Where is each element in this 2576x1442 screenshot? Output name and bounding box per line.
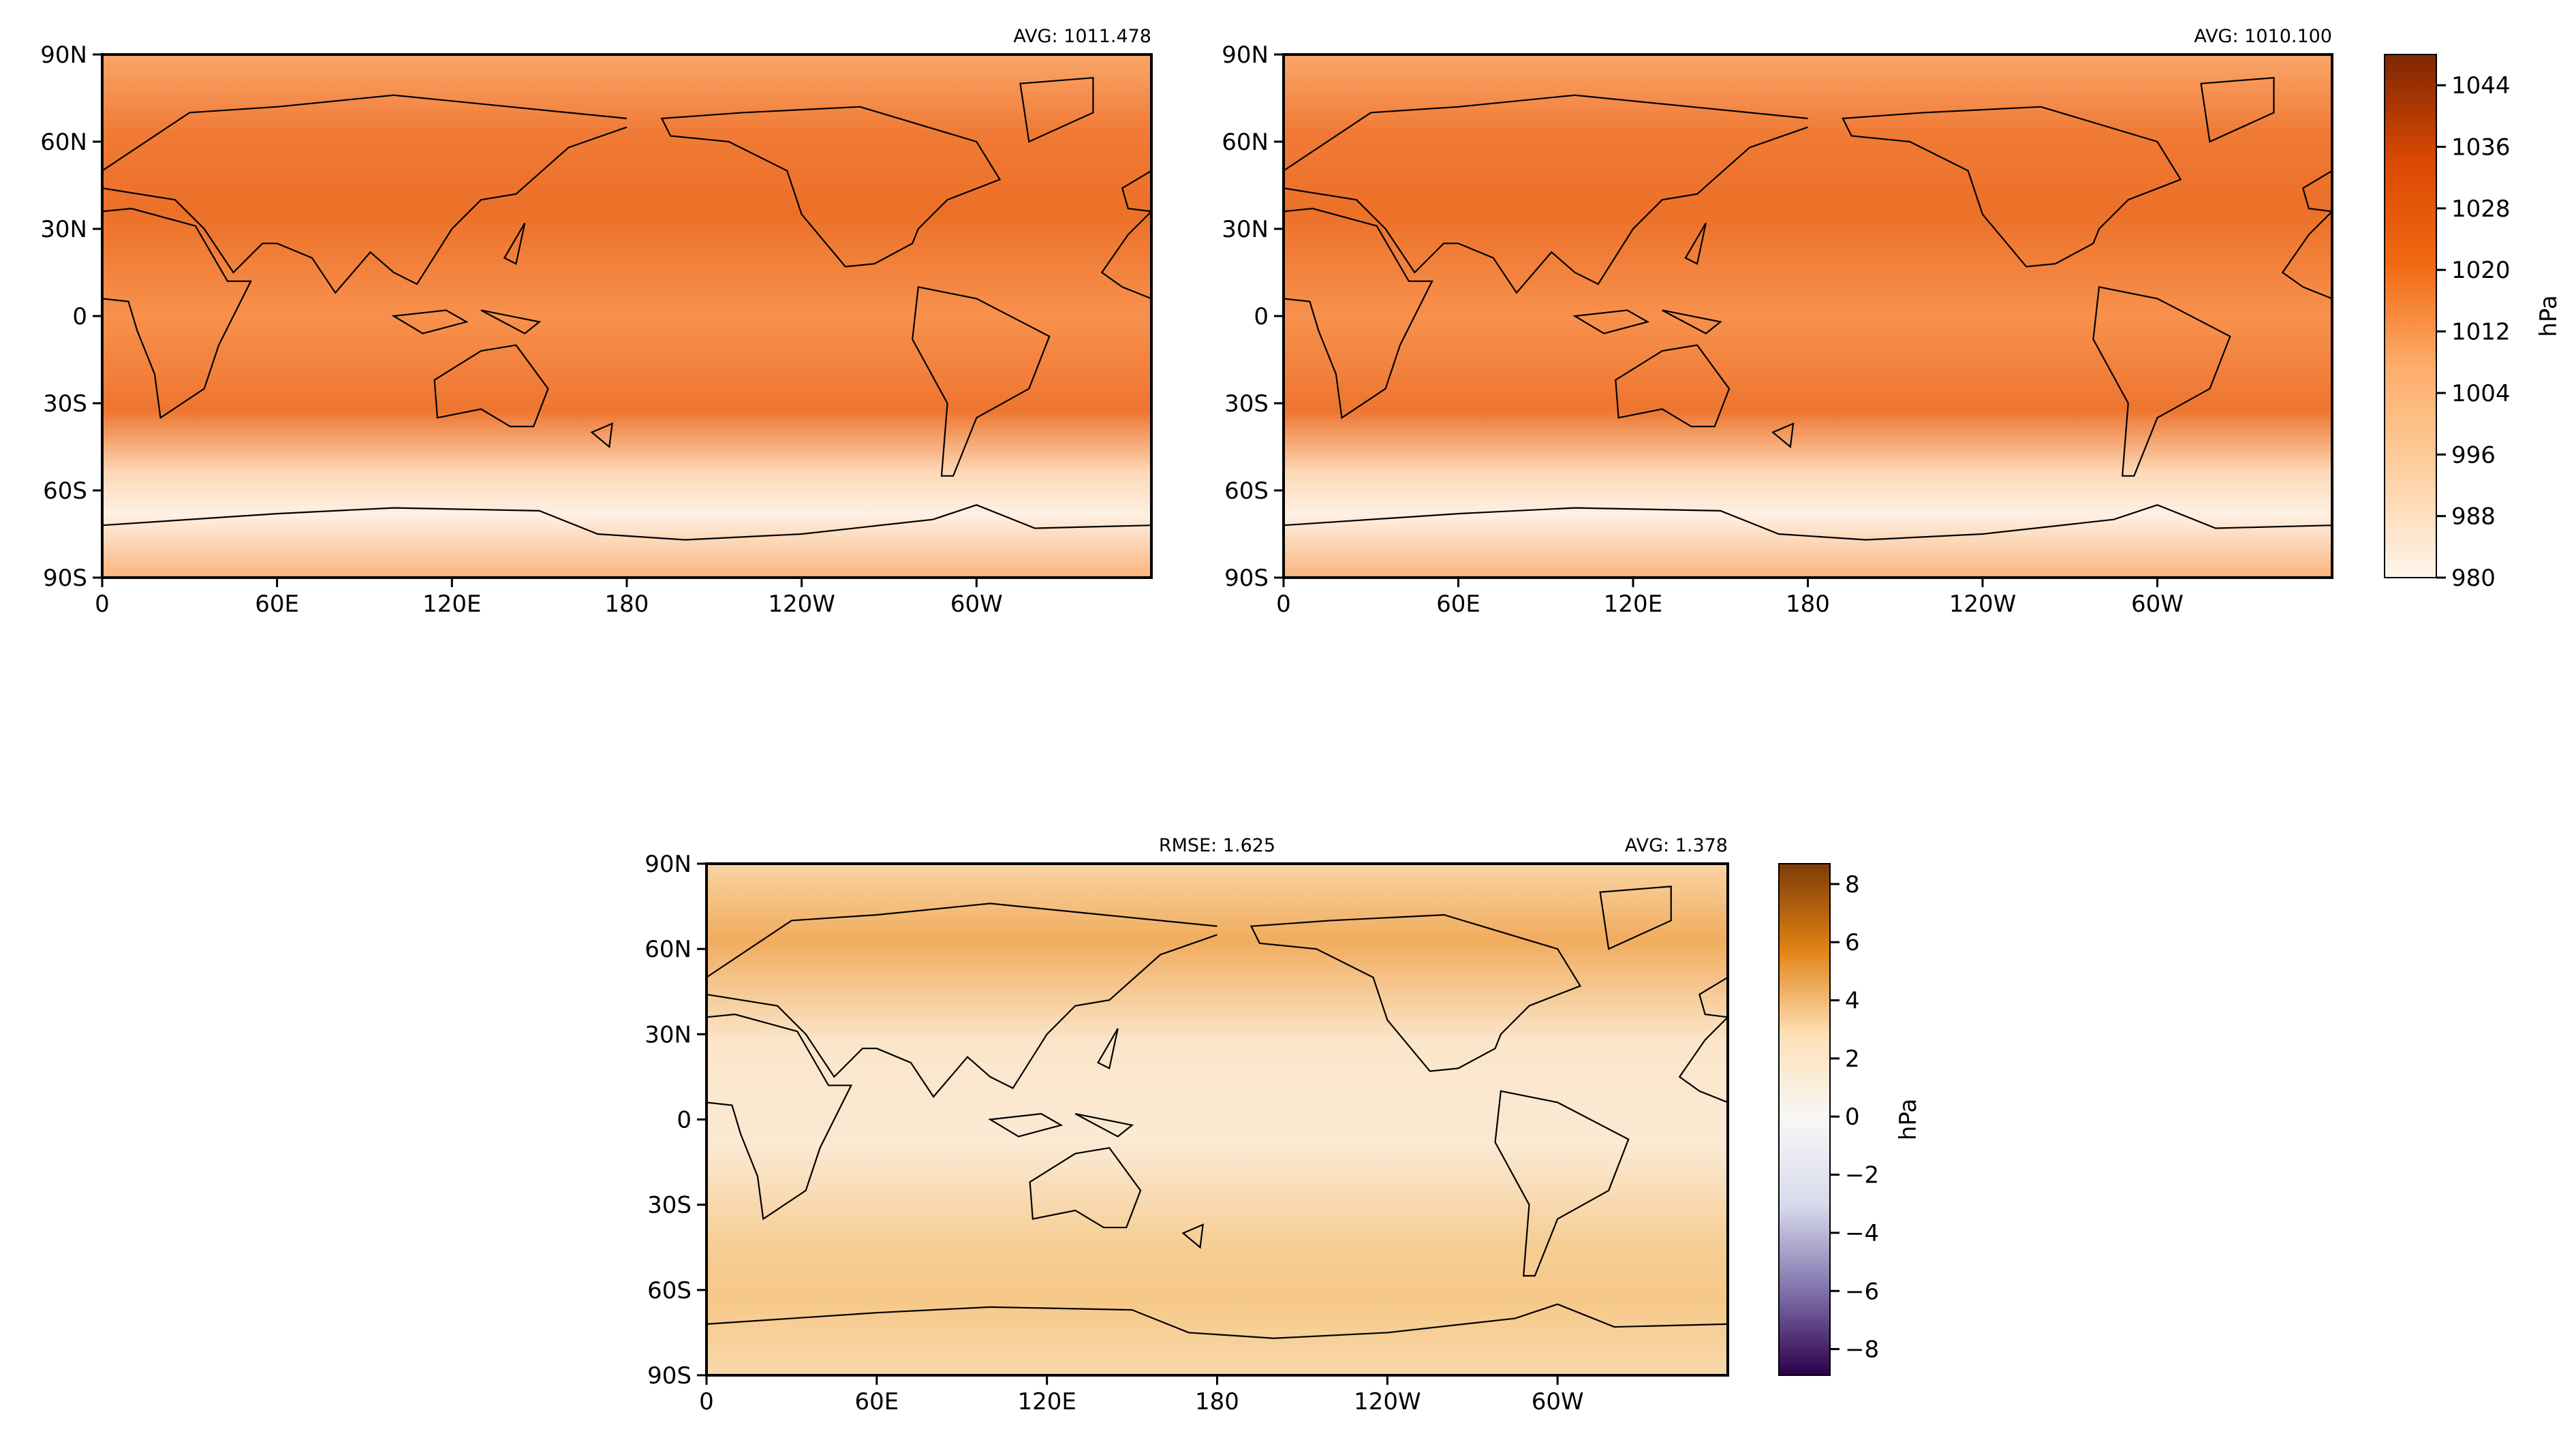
colorbar-tick-label: 988 bbox=[2451, 503, 2496, 531]
x-tick-label: 60W bbox=[1532, 1388, 1584, 1415]
y-tick-label: 90N bbox=[645, 851, 692, 878]
map-field bbox=[1284, 54, 2332, 578]
x-tick-label: 60E bbox=[854, 1388, 899, 1415]
colorbar-label: hPa bbox=[2535, 295, 2562, 336]
colorbar-tick-label: 4 bbox=[1845, 988, 1860, 1015]
colorbar-tick-label: 980 bbox=[2451, 565, 2496, 592]
colorbar-tick-label: −6 bbox=[1845, 1278, 1879, 1305]
annotation: RMSE: 1.625 bbox=[1159, 835, 1275, 856]
annotation: AVG: 1.378 bbox=[1625, 835, 1728, 856]
y-tick-label: 0 bbox=[72, 303, 87, 330]
x-tick-label: 120E bbox=[1017, 1388, 1076, 1415]
x-tick-label: 0 bbox=[1276, 591, 1291, 618]
colorbar-tick-label: 1004 bbox=[2451, 380, 2511, 407]
y-tick-label: 30N bbox=[40, 216, 87, 243]
annotation: AVG: 1010.100 bbox=[2194, 26, 2332, 47]
y-tick-label: 60N bbox=[40, 129, 87, 156]
colorbar-tick-label: 2 bbox=[1845, 1046, 1860, 1073]
y-tick-label: 30N bbox=[1222, 216, 1269, 243]
y-tick-label: 60N bbox=[1222, 129, 1269, 156]
x-tick-label: 120W bbox=[1949, 591, 2017, 618]
x-tick-label: 60W bbox=[2131, 591, 2184, 618]
y-tick-label: 90N bbox=[40, 42, 87, 69]
colorbar-tick-label: 1044 bbox=[2451, 72, 2511, 99]
y-tick-label: 60S bbox=[1224, 477, 1269, 505]
colorbar-tick-label: 1028 bbox=[2451, 195, 2511, 223]
colorbar-label: hPa bbox=[1895, 1099, 1922, 1140]
colorbar-tick-label: 996 bbox=[2451, 441, 2496, 469]
y-tick-label: 30N bbox=[645, 1021, 692, 1048]
colorbar-tick-label: 1012 bbox=[2451, 319, 2511, 346]
x-tick-label: 180 bbox=[1786, 591, 1830, 618]
colorbar bbox=[1778, 863, 1831, 1376]
y-tick-label: 90S bbox=[647, 1362, 692, 1390]
x-tick-label: 180 bbox=[1195, 1388, 1239, 1415]
y-tick-label: 60S bbox=[647, 1277, 692, 1304]
y-tick-label: 60S bbox=[43, 477, 87, 505]
y-tick-label: 0 bbox=[677, 1107, 692, 1134]
x-tick-label: 0 bbox=[699, 1388, 714, 1415]
colorbar-tick-label: −2 bbox=[1845, 1162, 1879, 1189]
colorbar-tick-label: −8 bbox=[1845, 1336, 1879, 1364]
y-tick-label: 90N bbox=[1222, 42, 1269, 69]
colorbar-tick-label: 8 bbox=[1845, 871, 1860, 898]
x-tick-label: 120W bbox=[1354, 1388, 1421, 1415]
y-tick-label: 30S bbox=[43, 390, 87, 418]
colorbar bbox=[2384, 54, 2437, 578]
x-tick-label: 60W bbox=[950, 591, 1003, 618]
colorbar-tick-label: 6 bbox=[1845, 929, 1860, 956]
colorbar-tick-label: 1036 bbox=[2451, 134, 2511, 161]
x-tick-label: 60E bbox=[1436, 591, 1480, 618]
colorbar-tick-label: 0 bbox=[1845, 1103, 1860, 1131]
annotation: AVG: 1011.478 bbox=[1013, 26, 1151, 47]
x-tick-label: 120W bbox=[768, 591, 835, 618]
map-field bbox=[707, 864, 1728, 1375]
y-tick-label: 60N bbox=[645, 936, 692, 963]
x-tick-label: 180 bbox=[605, 591, 649, 618]
map-field bbox=[102, 54, 1151, 578]
y-tick-label: 90S bbox=[43, 565, 87, 592]
y-tick-label: 90S bbox=[1224, 565, 1269, 592]
x-tick-label: 0 bbox=[95, 591, 110, 618]
y-tick-label: 30S bbox=[1224, 390, 1269, 418]
x-tick-label: 60E bbox=[255, 591, 299, 618]
x-tick-label: 120E bbox=[1604, 591, 1662, 618]
x-tick-label: 120E bbox=[422, 591, 481, 618]
colorbar-tick-label: −4 bbox=[1845, 1220, 1879, 1247]
colorbar-tick-label: 1020 bbox=[2451, 257, 2511, 284]
y-tick-label: 30S bbox=[647, 1192, 692, 1219]
y-tick-label: 0 bbox=[1254, 303, 1269, 330]
